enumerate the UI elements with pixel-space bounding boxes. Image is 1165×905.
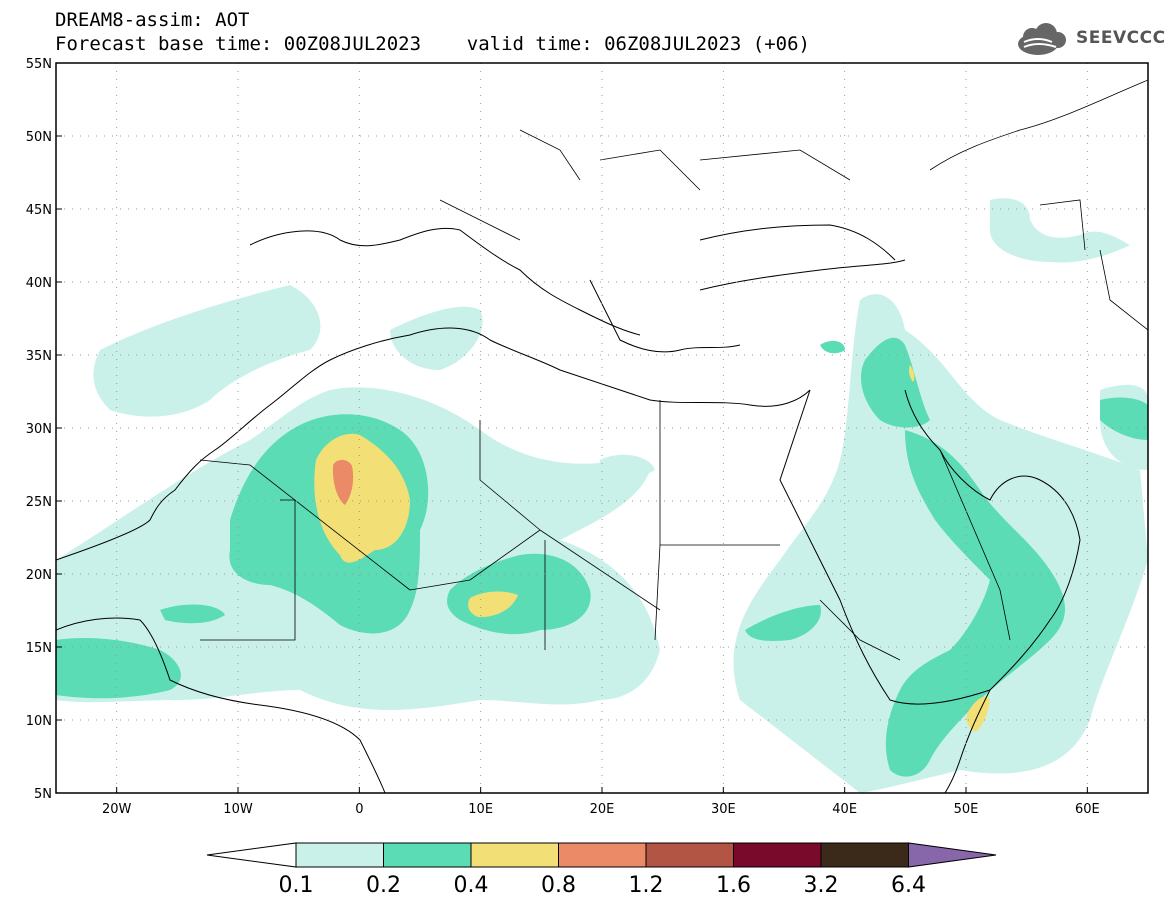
aot-contour-0.8 bbox=[332, 459, 354, 505]
colorbar-label: 6.4 bbox=[891, 873, 926, 898]
map-subtitle: Forecast base time: 00Z08JUL2023 valid t… bbox=[55, 33, 810, 55]
lon-label-20E: 20E bbox=[590, 802, 615, 817]
lat-label-10N: 10N bbox=[26, 714, 52, 729]
lat-label-15N: 15N bbox=[26, 641, 52, 656]
borders bbox=[199, 79, 1148, 661]
lon-label-40E: 40E bbox=[832, 802, 857, 817]
colorbar-over-triangle bbox=[908, 842, 997, 868]
lat-label-40N: 40N bbox=[26, 276, 52, 291]
colorbar-label: 1.2 bbox=[629, 873, 664, 898]
lat-label-25N: 25N bbox=[26, 495, 52, 510]
colorbar-box bbox=[383, 842, 472, 868]
longitude-labels: 20W 10W 0 10E 20E 30E 40E 50E 60E bbox=[102, 802, 1100, 817]
lon-label-50E: 50E bbox=[954, 802, 979, 817]
cloud-icon bbox=[1018, 23, 1066, 55]
colorbar-box bbox=[470, 842, 559, 868]
lon-label-10E: 10E bbox=[468, 802, 493, 817]
axis-ticks bbox=[56, 62, 1088, 794]
lat-label-30N: 30N bbox=[26, 422, 52, 437]
lat-label-50N: 50N bbox=[26, 130, 52, 145]
lat-label-20N: 20N bbox=[26, 568, 52, 583]
lat-label-55N: 55N bbox=[26, 57, 52, 72]
colorbar-box bbox=[733, 842, 822, 868]
colorbar-label: 0.2 bbox=[366, 873, 401, 898]
colorbar-label: 1.6 bbox=[716, 873, 751, 898]
colorbar-box bbox=[558, 842, 647, 868]
colorbar-label: 0.4 bbox=[454, 873, 489, 898]
coastlines bbox=[56, 63, 1148, 793]
lat-label-35N: 35N bbox=[26, 349, 52, 364]
lat-label-5N: 5N bbox=[34, 787, 52, 802]
colorbar-box bbox=[645, 842, 734, 868]
lon-label-60E: 60E bbox=[1075, 802, 1100, 817]
lon-label-30E: 30E bbox=[711, 802, 736, 817]
lat-label-45N: 45N bbox=[26, 203, 52, 218]
colorbar-under-triangle bbox=[206, 842, 297, 868]
lon-label-0: 0 bbox=[355, 802, 363, 817]
colorbar-box bbox=[820, 842, 909, 868]
lon-label-10W: 10W bbox=[223, 802, 253, 817]
map-grid bbox=[56, 63, 1148, 793]
latitude-labels: 55N 50N 45N 40N 35N 30N 25N 20N 15N 10N 5N bbox=[26, 57, 52, 802]
logo-text: SEEVCCC bbox=[1076, 28, 1165, 48]
colorbar-label: 0.1 bbox=[279, 873, 314, 898]
map-title: DREAM8-assim: AOT bbox=[55, 9, 250, 31]
colorbar-label: 3.2 bbox=[804, 873, 839, 898]
lon-label-20W: 20W bbox=[102, 802, 132, 817]
colorbar-label: 0.8 bbox=[541, 873, 576, 898]
colorbar-box bbox=[295, 842, 384, 868]
